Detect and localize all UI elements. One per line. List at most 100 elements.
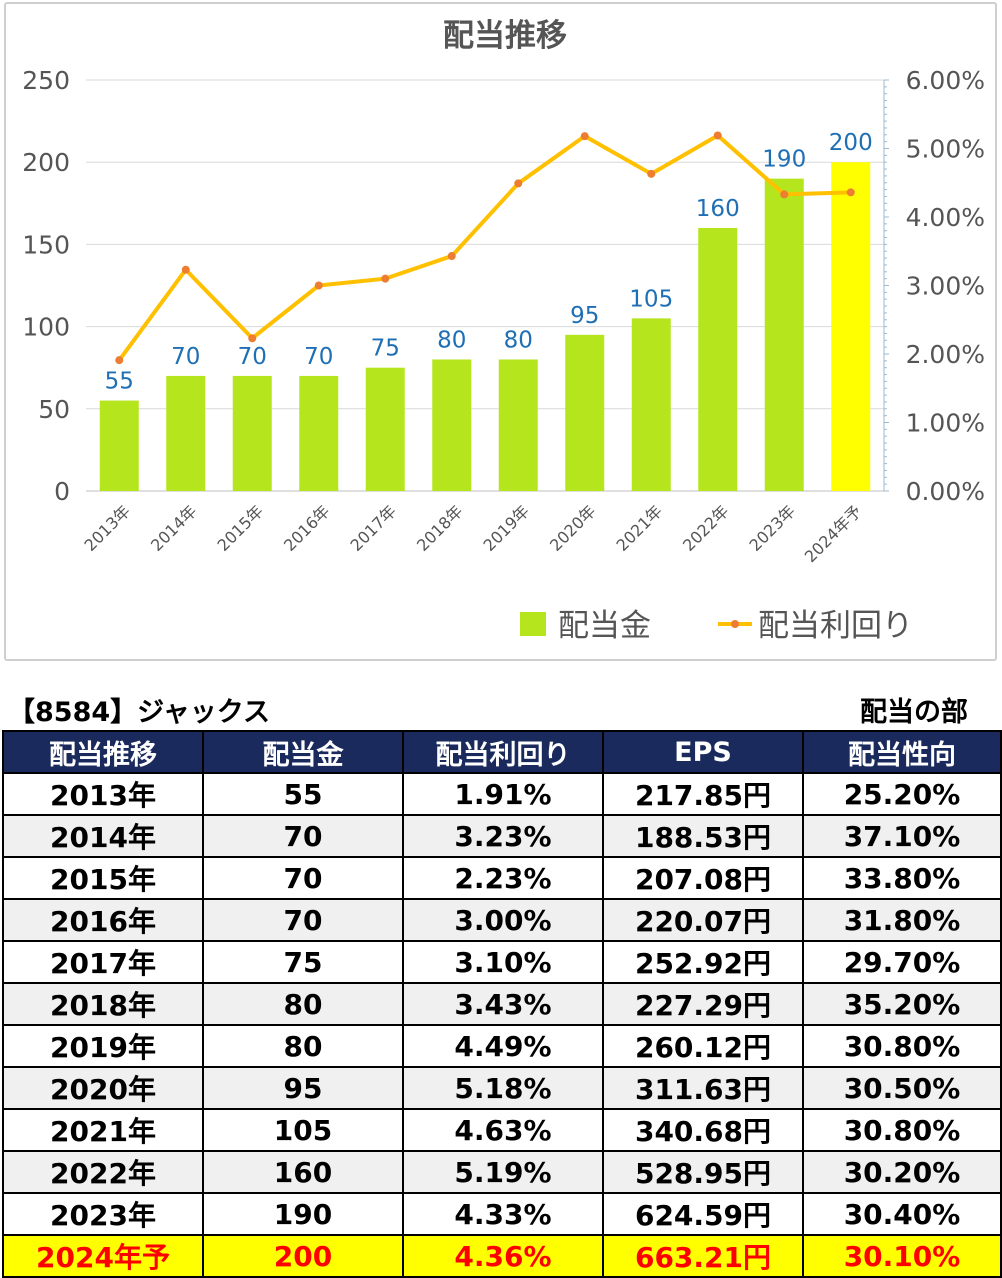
table-cell: 3.43%	[402, 982, 604, 1026]
table-cell: 207.08円	[602, 856, 804, 900]
x-tick-label: 2021年	[613, 501, 667, 555]
bar	[99, 400, 139, 491]
bar	[232, 375, 272, 491]
bar-data-label: 105	[629, 286, 673, 312]
bar-data-label: 70	[238, 344, 267, 370]
table-cell: 80	[202, 982, 404, 1026]
x-tick-label: 2015年	[214, 501, 268, 555]
yield-point	[381, 274, 390, 283]
table-cell: 528.95円	[602, 1150, 804, 1194]
yield-point	[248, 334, 257, 343]
table-row: 2014年 70 3.23% 188.53円 37.10%	[2, 814, 1002, 858]
yield-point	[647, 169, 656, 178]
table-row: 2020年 95 5.18% 311.63円 30.50%	[2, 1066, 1002, 1110]
table-cell: 30.10%	[802, 1234, 1002, 1278]
table-cell: 25.20%	[802, 772, 1002, 816]
table-cell: 227.29円	[602, 982, 804, 1026]
table-cell: 252.92円	[602, 940, 804, 984]
table-header-2: 配当利回り	[402, 730, 604, 774]
table-row: 2018年 80 3.43% 227.29円 35.20%	[2, 982, 1002, 1026]
table-cell: 663.21円	[602, 1234, 804, 1278]
y-left-tick-label: 250	[22, 66, 70, 95]
table-cell: 340.68円	[602, 1108, 804, 1152]
table-cell: 2013年	[2, 772, 204, 816]
y-right-tick-label: 1.00%	[906, 409, 985, 438]
table-cell: 35.20%	[802, 982, 1002, 1026]
bar	[764, 178, 804, 491]
x-tick-label: 2017年	[347, 501, 401, 555]
bar-data-label: 190	[762, 147, 806, 173]
bar-data-label: 160	[696, 196, 740, 222]
table-cell: 2021年	[2, 1108, 204, 1152]
x-tick-label: 2020年	[546, 501, 600, 555]
table-cell: 2019年	[2, 1024, 204, 1068]
table-cell: 188.53円	[602, 814, 804, 858]
bar	[498, 359, 538, 491]
table-title-left: 【8584】ジャックス	[8, 697, 270, 728]
legend-label-bar: 配当金	[558, 608, 651, 644]
table-cell: 200	[202, 1234, 404, 1278]
table-cell: 2015年	[2, 856, 204, 900]
table-cell: 2022年	[2, 1150, 204, 1194]
table-header-3: EPS	[602, 730, 804, 774]
yield-point	[447, 252, 456, 261]
y-right-tick-label: 6.00%	[906, 66, 985, 95]
table-cell: 4.33%	[402, 1192, 604, 1236]
bar	[831, 162, 871, 491]
bar	[432, 359, 472, 491]
bar-data-label: 200	[829, 130, 873, 156]
y-right-tick-label: 0.00%	[906, 477, 985, 506]
table-cell: 30.80%	[802, 1024, 1002, 1068]
bar-data-label: 75	[371, 336, 400, 362]
table-cell: 30.40%	[802, 1192, 1002, 1236]
bar-data-label: 70	[304, 344, 333, 370]
table-cell: 55	[202, 772, 404, 816]
table-cell: 624.59円	[602, 1192, 804, 1236]
yield-point	[181, 265, 190, 274]
legend-label-line: 配当利回り	[758, 608, 913, 644]
table-cell: 2020年	[2, 1066, 204, 1110]
x-tick-label: 2013年	[81, 501, 135, 555]
legend-swatch-bar	[520, 612, 546, 636]
table-header-4: 配当性向	[802, 730, 1002, 774]
y-left-tick-label: 200	[22, 148, 70, 177]
dividend-table: 配当推移 配当金 配当利回り EPS 配当性向 2013年 55 1.91% 217.85円 2…	[2, 730, 1002, 1278]
y-right-tick-label: 2.00%	[906, 340, 985, 369]
table-cell: 190	[202, 1192, 404, 1236]
table-cell: 311.63円	[602, 1066, 804, 1110]
table-cell: 217.85円	[602, 772, 804, 816]
table-cell: 3.00%	[402, 898, 604, 942]
bar	[698, 227, 738, 491]
x-tick-label: 2016年	[280, 501, 334, 555]
table-row: 2024年予 200 4.36% 663.21円 30.10%	[2, 1234, 1002, 1278]
table-cell: 4.36%	[402, 1234, 604, 1278]
bar-data-label: 80	[437, 327, 466, 353]
table-cell: 5.19%	[402, 1150, 604, 1194]
table-cell: 2014年	[2, 814, 204, 858]
table-cell: 2023年	[2, 1192, 204, 1236]
x-tick-label: 2014年	[147, 501, 201, 555]
table-cell: 5.18%	[402, 1066, 604, 1110]
table-cell: 33.80%	[802, 856, 1002, 900]
table-header-row: 配当推移 配当金 配当利回り EPS 配当性向	[2, 730, 1002, 774]
y-left-tick-label: 50	[38, 395, 70, 424]
table-cell: 70	[202, 856, 404, 900]
table-row: 2023年 190 4.33% 624.59円 30.40%	[2, 1192, 1002, 1236]
bar	[565, 334, 605, 491]
table-cell: 31.80%	[802, 898, 1002, 942]
bar	[166, 375, 206, 491]
chart-title: 配当推移	[443, 18, 567, 54]
bar	[299, 375, 339, 491]
yield-point	[115, 356, 124, 365]
x-tick-label: 2018年	[413, 501, 467, 555]
yield-point	[314, 281, 323, 290]
table-cell: 70	[202, 898, 404, 942]
bar-data-label: 95	[570, 303, 599, 329]
bar	[365, 367, 405, 491]
table-cell: 1.91%	[402, 772, 604, 816]
table-cell: 3.23%	[402, 814, 604, 858]
y-right-tick-label: 5.00%	[906, 135, 985, 164]
table-cell: 37.10%	[802, 814, 1002, 858]
y-left-tick-label: 0	[54, 477, 70, 506]
yield-point	[846, 188, 855, 197]
